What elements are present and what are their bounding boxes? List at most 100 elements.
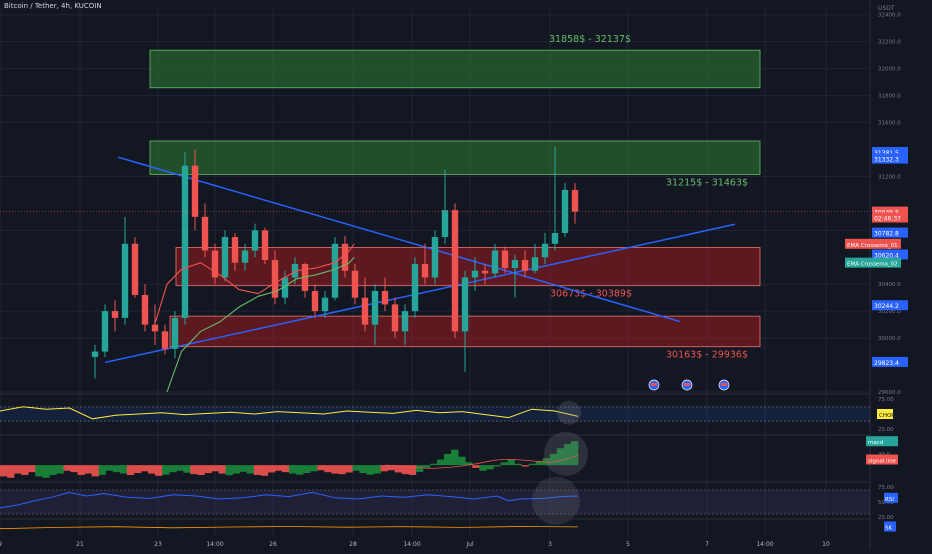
rsi-line bbox=[0, 491, 579, 509]
sk-tag-text: SK bbox=[885, 526, 892, 532]
candle[interactable] bbox=[161, 324, 169, 355]
candle[interactable] bbox=[91, 344, 99, 379]
event-flag-icon[interactable] bbox=[681, 379, 693, 391]
candle[interactable] bbox=[451, 203, 459, 339]
macd-histogram-bar bbox=[49, 465, 57, 475]
macd-histogram-bar bbox=[253, 465, 262, 475]
time-tick-label: 28 bbox=[349, 541, 357, 548]
candle[interactable] bbox=[231, 233, 239, 271]
candle[interactable] bbox=[331, 237, 339, 301]
candle[interactable] bbox=[181, 152, 189, 325]
candle[interactable] bbox=[521, 250, 529, 278]
candle[interactable] bbox=[461, 270, 469, 372]
candle[interactable] bbox=[141, 284, 149, 332]
macd-histogram-bar bbox=[401, 465, 410, 475]
time-axis: 9 21 23 14:00 26 28 14:00 Jul 3 5 7 14:00 10 bbox=[0, 541, 830, 548]
candle-body bbox=[461, 277, 469, 332]
candle[interactable] bbox=[341, 235, 349, 278]
candle[interactable] bbox=[541, 233, 549, 264]
candle-body bbox=[431, 237, 439, 278]
candle[interactable] bbox=[551, 146, 559, 251]
trendlines bbox=[104, 156, 736, 364]
price-tag: 02:46:37 bbox=[872, 212, 908, 223]
candle[interactable] bbox=[311, 284, 319, 318]
ema-legend-bg bbox=[845, 238, 901, 249]
candle[interactable] bbox=[351, 264, 359, 305]
candle[interactable] bbox=[261, 227, 269, 264]
macd-histogram-bar bbox=[465, 462, 473, 466]
candle[interactable] bbox=[571, 183, 579, 224]
candle[interactable] bbox=[221, 230, 229, 282]
candle[interactable] bbox=[431, 230, 439, 285]
macd-pane: 80.040.0macdsignal line bbox=[0, 431, 898, 478]
candle[interactable] bbox=[531, 243, 539, 274]
candle-body bbox=[571, 189, 579, 212]
macd-histogram-bar bbox=[204, 465, 212, 473]
event-flag-icon[interactable] bbox=[648, 379, 660, 391]
candle[interactable] bbox=[381, 277, 389, 312]
macd-histogram-bar bbox=[176, 465, 184, 471]
candle-body bbox=[241, 250, 249, 263]
macd-histogram-bar bbox=[500, 462, 508, 466]
trendline[interactable] bbox=[104, 223, 736, 364]
candle[interactable] bbox=[421, 243, 429, 285]
candle[interactable] bbox=[271, 250, 279, 305]
candle[interactable] bbox=[131, 237, 139, 298]
candle[interactable] bbox=[391, 297, 399, 339]
candle[interactable] bbox=[501, 246, 509, 274]
candle[interactable] bbox=[191, 149, 199, 231]
macd-histogram-bar bbox=[267, 465, 276, 473]
candle[interactable] bbox=[121, 216, 129, 325]
trendline[interactable] bbox=[117, 156, 681, 323]
candle[interactable] bbox=[411, 257, 419, 318]
price-tick-label: 31200.0 bbox=[878, 174, 901, 180]
macd-histogram-bar bbox=[105, 465, 114, 471]
candle[interactable] bbox=[281, 270, 289, 305]
price-tag-bg bbox=[872, 300, 908, 311]
candle[interactable] bbox=[321, 290, 329, 318]
candle[interactable] bbox=[211, 243, 219, 285]
candle[interactable] bbox=[481, 264, 489, 285]
macd-histogram-bar bbox=[373, 465, 381, 474]
candle[interactable] bbox=[201, 203, 209, 258]
candle[interactable] bbox=[251, 223, 259, 258]
candle[interactable] bbox=[561, 183, 569, 238]
macd-histogram-bar bbox=[197, 465, 205, 475]
candle[interactable] bbox=[361, 277, 369, 332]
candle-body bbox=[171, 317, 179, 349]
candle[interactable] bbox=[371, 284, 379, 345]
price-zone[interactable] bbox=[149, 140, 761, 175]
chop-tick-label: 75.00 bbox=[878, 397, 894, 403]
candle[interactable] bbox=[101, 304, 109, 357]
zone-label: 31858$ - 32137$ bbox=[549, 34, 631, 45]
price-zone[interactable] bbox=[149, 49, 761, 89]
candle[interactable] bbox=[491, 243, 499, 278]
grid bbox=[0, 8, 870, 536]
candle[interactable] bbox=[511, 254, 519, 298]
price-tag: 30782.8 bbox=[872, 227, 908, 238]
candle-body bbox=[211, 250, 219, 278]
macd-histogram-bar bbox=[77, 465, 85, 475]
candle[interactable] bbox=[401, 304, 409, 345]
event-flag-icon[interactable] bbox=[718, 379, 730, 391]
price-tick-label: 30200.0 bbox=[878, 309, 901, 315]
ema-legend-text: EMA Crossema_02 bbox=[847, 262, 898, 268]
candle[interactable] bbox=[241, 243, 249, 271]
sk-line bbox=[0, 526, 579, 530]
candle[interactable] bbox=[441, 169, 449, 244]
time-tick-label: 14:00 bbox=[403, 541, 420, 548]
candle-body bbox=[521, 259, 529, 271]
candle[interactable] bbox=[471, 257, 479, 291]
candle-body bbox=[391, 304, 399, 332]
candle[interactable] bbox=[171, 311, 179, 359]
chop-line bbox=[0, 406, 579, 420]
macd-tag-text: macd bbox=[868, 440, 883, 446]
macd-histogram-bar bbox=[458, 456, 466, 466]
price-tag-text: 31332.3 bbox=[874, 157, 899, 164]
candle-body bbox=[361, 297, 369, 325]
macd-histogram-bar bbox=[246, 465, 255, 474]
candle[interactable] bbox=[111, 300, 119, 332]
macd-histogram-bar bbox=[451, 449, 459, 466]
